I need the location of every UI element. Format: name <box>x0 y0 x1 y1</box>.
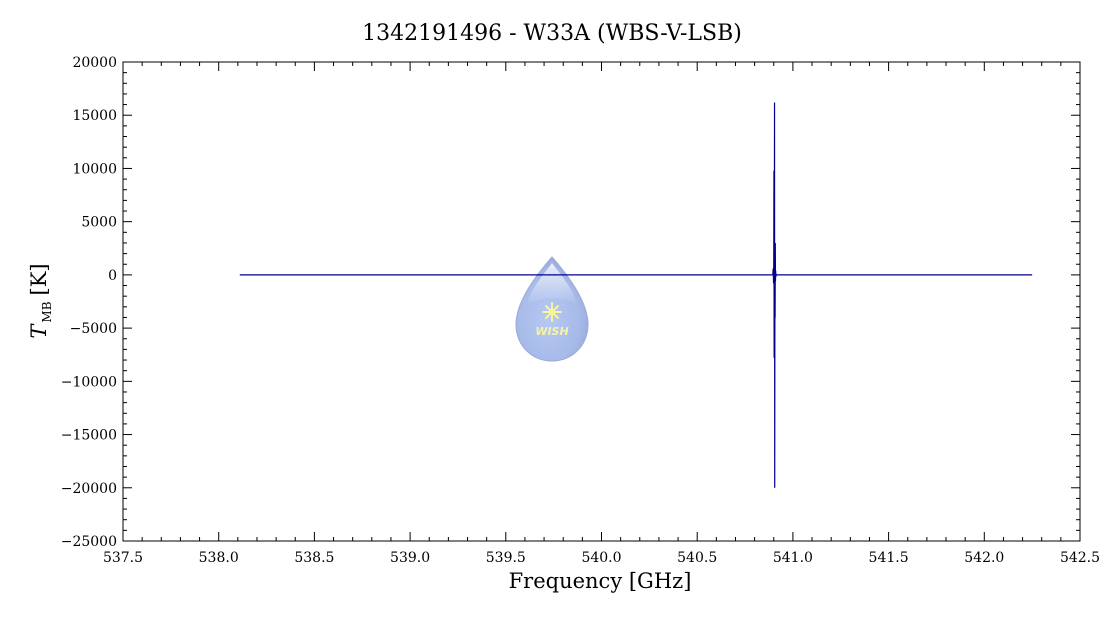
y-axis-label: TMB [K] <box>27 263 54 338</box>
plot-frame <box>122 61 1081 542</box>
y-tick-label: −5000 <box>70 321 117 337</box>
axis-ticks <box>122 61 1081 542</box>
x-tick-label: 537.5 <box>103 550 143 566</box>
star-icon <box>542 302 562 322</box>
y-axis-symbol: T <box>27 323 51 339</box>
drop-highlight <box>527 263 577 305</box>
y-axis-subscript: MB <box>40 301 54 322</box>
y-axis-unit: [K] <box>27 263 51 295</box>
x-tick-label: 540.0 <box>581 550 621 566</box>
x-tick-label: 542.5 <box>1060 550 1100 566</box>
y-tick-label: −25000 <box>61 534 117 550</box>
x-tick-labels: 537.5 538.0 538.5 539.0 539.5 540.0 540.5 541.0… <box>103 550 1100 566</box>
x-tick-label: 541.5 <box>869 550 909 566</box>
x-tick-label: 539.5 <box>486 550 526 566</box>
wish-logo: WISH <box>515 256 589 362</box>
y-tick-label: 5000 <box>81 215 117 231</box>
x-tick-label: 541.0 <box>773 550 813 566</box>
y-tick-label: 15000 <box>72 108 117 124</box>
y-tick-label: −15000 <box>61 428 117 444</box>
x-axis-label: Frequency [GHz] <box>509 569 692 593</box>
x-tick-label: 539.0 <box>390 550 430 566</box>
x-tick-label: 542.0 <box>964 550 1004 566</box>
y-tick-label: 10000 <box>72 161 117 177</box>
series-line <box>239 102 1033 488</box>
y-tick-labels: 20000 15000 10000 5000 0 −5000 −10000 −15000 −20… <box>61 55 117 550</box>
y-tick-label: −10000 <box>61 374 117 390</box>
y-tick-label: 20000 <box>72 55 117 71</box>
x-tick-label: 540.5 <box>677 550 717 566</box>
logo-text: WISH <box>535 325 568 338</box>
x-tick-label: 538.5 <box>294 550 334 566</box>
y-tick-label: 0 <box>108 268 117 284</box>
y-tick-label: −20000 <box>61 481 117 497</box>
x-tick-label: 538.0 <box>199 550 239 566</box>
chart-title: 1342191496 - W33A (WBS-V-LSB) <box>362 21 742 46</box>
